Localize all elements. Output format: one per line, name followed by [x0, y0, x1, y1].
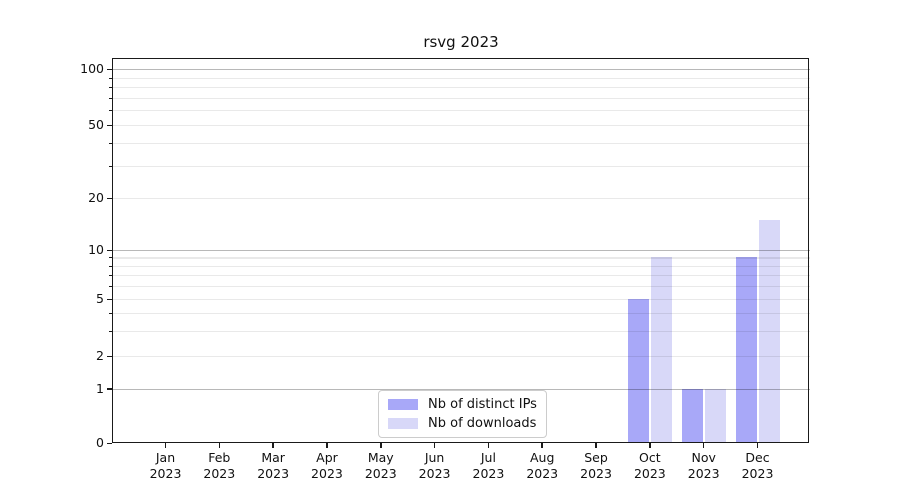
gridline-minor-50: [112, 125, 810, 127]
bar-nb-of-distinct-ips-oct: [627, 299, 649, 443]
x-tick-label-jun: Jun 2023: [418, 450, 451, 481]
x-tick-aug: [541, 443, 543, 448]
legend-label-distinct-ips: Nb of distinct IPs: [428, 397, 537, 412]
x-tick-may: [380, 443, 382, 448]
x-tick-label-feb: Feb 2023: [203, 450, 236, 481]
bar-nb-of-downloads-dec: [758, 219, 780, 443]
x-tick-jul: [487, 443, 490, 448]
y-tick-label-100: 100: [80, 61, 104, 76]
x-tick-sep: [595, 443, 597, 448]
x-tick-nov: [702, 443, 705, 448]
gridline-minor-7: [112, 275, 810, 277]
y-tick-5: [107, 298, 112, 300]
legend-label-downloads: Nb of downloads: [428, 416, 537, 431]
y-tick-20: [107, 197, 112, 199]
y-minor-tick-80: [109, 87, 112, 89]
bar-nb-of-distinct-ips-nov: [681, 388, 703, 443]
y-tick-1: [107, 388, 112, 390]
x-tick-label-nov: Nov 2023: [687, 450, 720, 481]
bar-nb-of-downloads-oct: [650, 257, 672, 443]
y-minor-tick-6: [109, 286, 112, 288]
x-tick-jun: [433, 443, 436, 448]
gridline-major-100: [112, 69, 810, 71]
x-tick-label-dec: Dec 2023: [741, 450, 774, 481]
gridline-minor-60: [112, 110, 810, 112]
x-tick-label-mar: Mar 2023: [257, 450, 290, 481]
x-tick-label-sep: Sep 2023: [580, 450, 612, 481]
y-minor-tick-4: [109, 312, 112, 314]
gridline-minor-90: [112, 77, 810, 79]
x-tick-jan: [164, 443, 167, 448]
bar-nb-of-downloads-nov: [704, 388, 726, 443]
y-tick-50: [107, 124, 112, 126]
gridline-major-1: [112, 388, 810, 390]
y-minor-tick-3: [109, 330, 112, 332]
gridline-minor-2: [112, 356, 810, 358]
x-tick-label-jul: Jul 2023: [472, 450, 505, 481]
gridline-minor-70: [112, 97, 810, 99]
y-tick-label-50: 50: [88, 117, 104, 132]
y-tick-label-20: 20: [88, 190, 104, 205]
x-tick-label-aug: Aug 2023: [526, 450, 559, 481]
x-tick-oct: [649, 443, 651, 448]
y-tick-label-5: 5: [96, 291, 104, 306]
y-tick-label-2: 2: [96, 348, 104, 363]
legend-item-distinct-ips: Nb of distinct IPs: [388, 395, 537, 414]
y-tick-100: [107, 68, 112, 70]
gridline-minor-3: [112, 330, 810, 332]
y-minor-tick-70: [109, 97, 112, 99]
legend-item-downloads: Nb of downloads: [388, 414, 537, 433]
y-minor-tick-30: [109, 165, 112, 167]
y-tick-label-0: 0: [96, 435, 104, 450]
x-tick-feb: [218, 443, 221, 448]
legend-swatch-downloads-icon: [388, 418, 418, 429]
y-minor-tick-7: [109, 275, 112, 277]
gridline-minor-6: [112, 286, 810, 288]
y-tick-0: [107, 442, 112, 444]
x-tick-mar: [272, 443, 274, 448]
y-tick-2: [107, 355, 112, 357]
y-tick-label-1: 1: [96, 380, 104, 396]
gridline-minor-9: [112, 257, 810, 259]
gridline-minor-80: [112, 87, 810, 89]
y-tick-label-10: 10: [88, 242, 104, 257]
x-tick-dec: [756, 443, 759, 448]
gridline-minor-8: [112, 265, 810, 267]
x-tick-apr: [326, 443, 328, 448]
gridline-major-10: [112, 250, 810, 252]
x-tick-label-oct: Oct 2023: [633, 450, 666, 481]
gridline-minor-30: [112, 165, 810, 167]
y-minor-tick-40: [109, 142, 112, 144]
legend: Nb of distinct IPs Nb of downloads: [378, 390, 547, 438]
bar-nb-of-distinct-ips-dec: [735, 257, 757, 443]
chart-title: rsvg 2023: [423, 33, 499, 51]
gridline-minor-4: [112, 312, 810, 315]
y-minor-tick-8: [109, 265, 112, 267]
y-minor-tick-60: [109, 110, 112, 112]
x-tick-label-may: May 2023: [364, 450, 397, 481]
y-tick-10: [107, 249, 112, 251]
x-tick-label-apr: Apr 2023: [311, 450, 343, 481]
gridline-minor-40: [112, 142, 810, 144]
gridline-minor-5: [112, 299, 810, 301]
legend-swatch-distinct-ips-icon: [388, 399, 418, 410]
x-tick-label-jan: Jan 2023: [149, 450, 182, 481]
y-minor-tick-9: [109, 257, 112, 259]
y-minor-tick-90: [109, 77, 112, 79]
gridline-minor-20: [112, 198, 810, 200]
